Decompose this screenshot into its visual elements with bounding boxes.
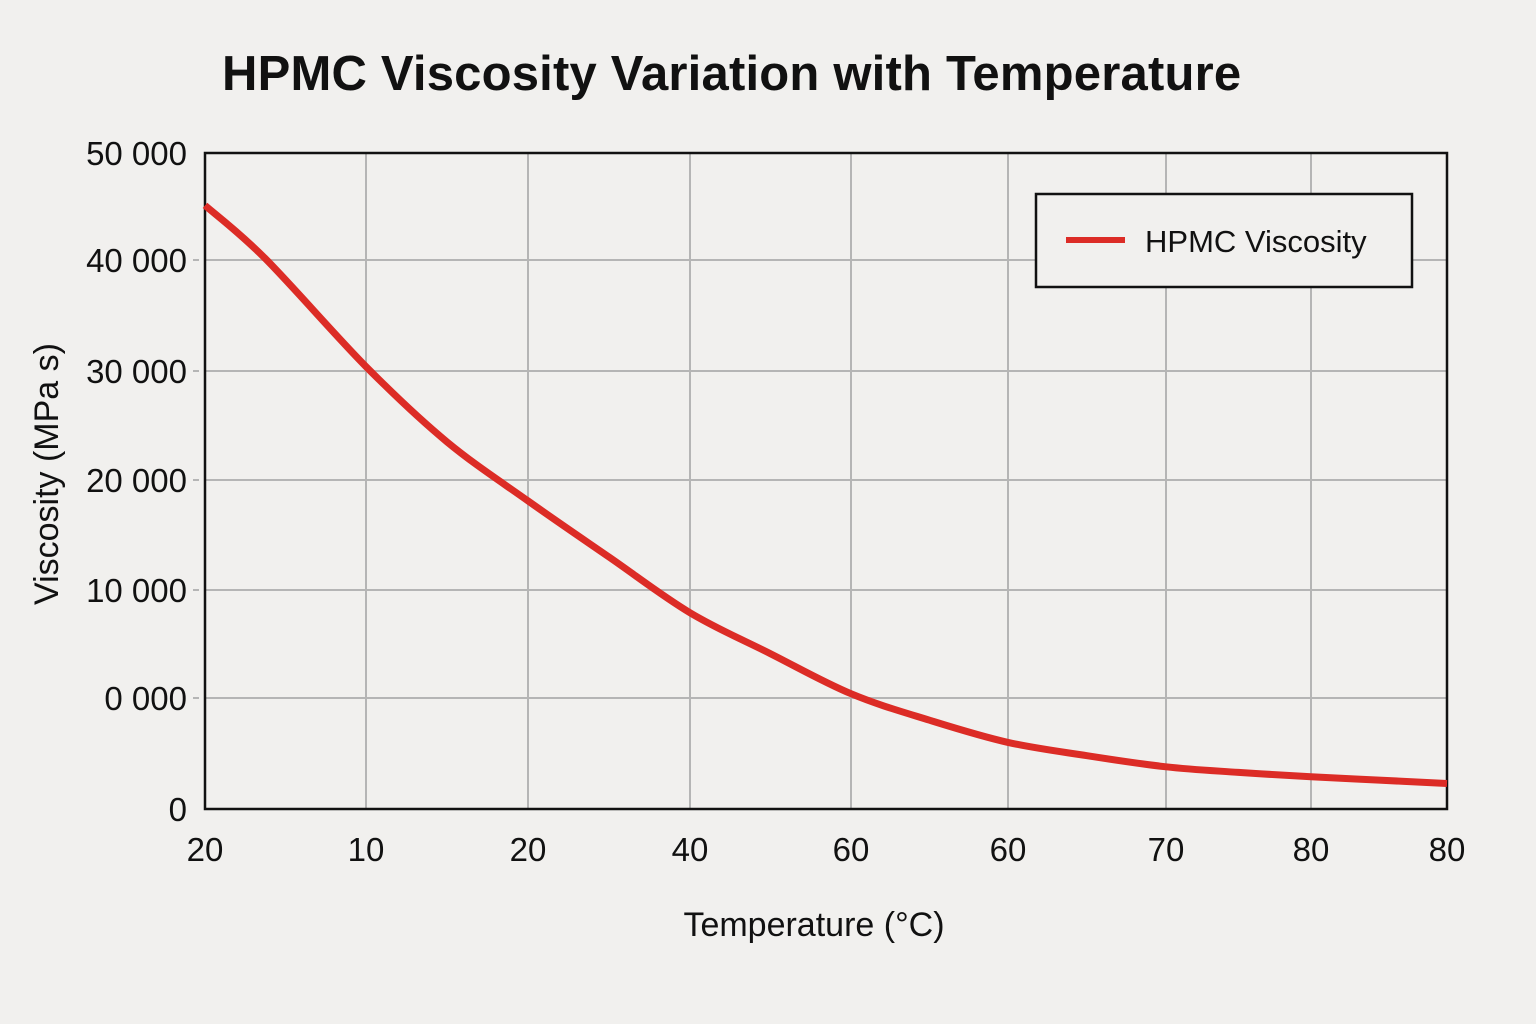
y-tick-label: 40 000	[86, 242, 187, 279]
y-axis-ticks: 0 0 000 10 000 20 000 30 000 40 000 50 000	[86, 135, 199, 828]
x-tick-label: 20	[510, 831, 547, 868]
x-tick-label: 10	[348, 831, 385, 868]
y-tick-label: 0 000	[104, 680, 187, 717]
series-layer	[202, 202, 1448, 787]
x-tick-label: 80	[1429, 831, 1466, 868]
plot-area-border	[203, 151, 1449, 811]
x-tick-label: 60	[990, 831, 1027, 868]
plot-frame	[203, 151, 1449, 811]
x-axis-ticks: 20 10 20 40 60 60 70 80 80	[187, 831, 1466, 868]
chart-title: HPMC Viscosity Variation with Temperatur…	[222, 47, 1242, 101]
x-tick-label: 20	[187, 831, 224, 868]
y-tick-label: 30 000	[86, 353, 187, 390]
x-tick-label: 40	[672, 831, 709, 868]
legend-label-hpmc-viscosity: HPMC Viscosity	[1145, 224, 1367, 259]
series-line-hpmc-viscosity	[202, 202, 1448, 787]
x-tick-label: 70	[1148, 831, 1185, 868]
y-tick-label: 50 000	[86, 135, 187, 172]
y-tick-label: 0	[169, 791, 187, 828]
y-tick-label: 20 000	[86, 462, 187, 499]
legend: HPMC Viscosity	[1034, 192, 1414, 289]
x-tick-label: 80	[1293, 831, 1330, 868]
y-tick-label: 10 000	[86, 572, 187, 609]
grid-lines	[205, 153, 1447, 809]
x-axis-title: Temperature (°C)	[683, 906, 944, 944]
x-tick-label: 60	[833, 831, 870, 868]
y-axis-title: Viscosity (MPa s)	[28, 343, 66, 605]
